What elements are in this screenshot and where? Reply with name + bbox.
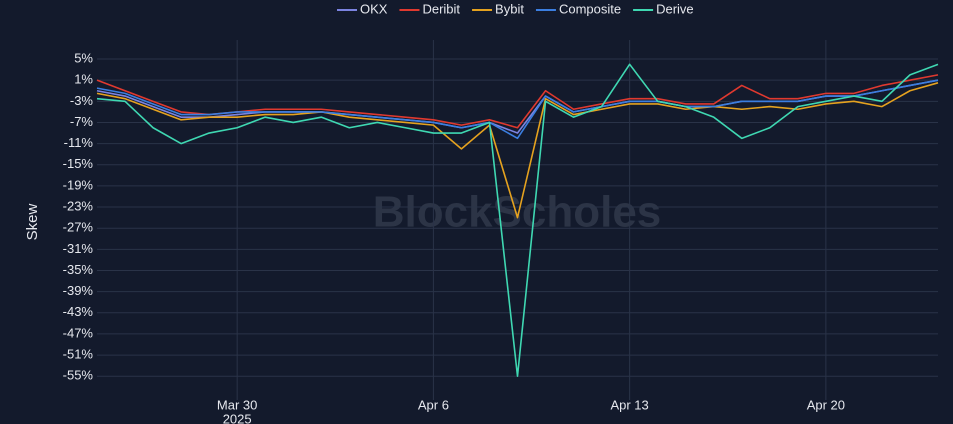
y-tick-label: -23% [63, 198, 94, 213]
x-tick-sublabel: 2025 [223, 411, 252, 424]
y-tick-label: -15% [63, 156, 94, 171]
y-tick-label: -47% [63, 325, 94, 340]
legend-label: Derive [656, 1, 694, 16]
y-tick-label: 5% [74, 50, 93, 65]
series-line [96, 79, 939, 140]
y-tick-label: -51% [63, 347, 94, 362]
legend-label: OKX [360, 1, 388, 16]
x-tick-label: Mar 30 [217, 397, 257, 412]
watermark: BlockScholes [373, 188, 662, 237]
x-tick-label: Apr 6 [418, 397, 449, 412]
x-tick-label: Apr 13 [610, 397, 648, 412]
y-tick-label: -55% [63, 368, 94, 383]
x-tick-label: Apr 20 [807, 397, 845, 412]
y-tick-label: -3% [70, 93, 94, 108]
legend-label: Deribit [422, 1, 460, 16]
y-tick-label: -39% [63, 283, 94, 298]
y-tick-label: -31% [63, 241, 94, 256]
series-line [96, 63, 939, 378]
legend-label: Composite [559, 1, 621, 16]
y-tick-label: 1% [74, 72, 93, 87]
y-tick-label: -43% [63, 304, 94, 319]
y-tick-label: -19% [63, 177, 94, 192]
y-tick-label: -11% [64, 135, 94, 150]
y-axis-title: Skew [24, 203, 41, 240]
y-tick-label: -7% [70, 114, 94, 129]
series-line [96, 82, 939, 219]
y-tick-label: -35% [63, 262, 94, 277]
legend-label: Bybit [495, 1, 524, 16]
y-tick-label: -27% [63, 220, 94, 235]
